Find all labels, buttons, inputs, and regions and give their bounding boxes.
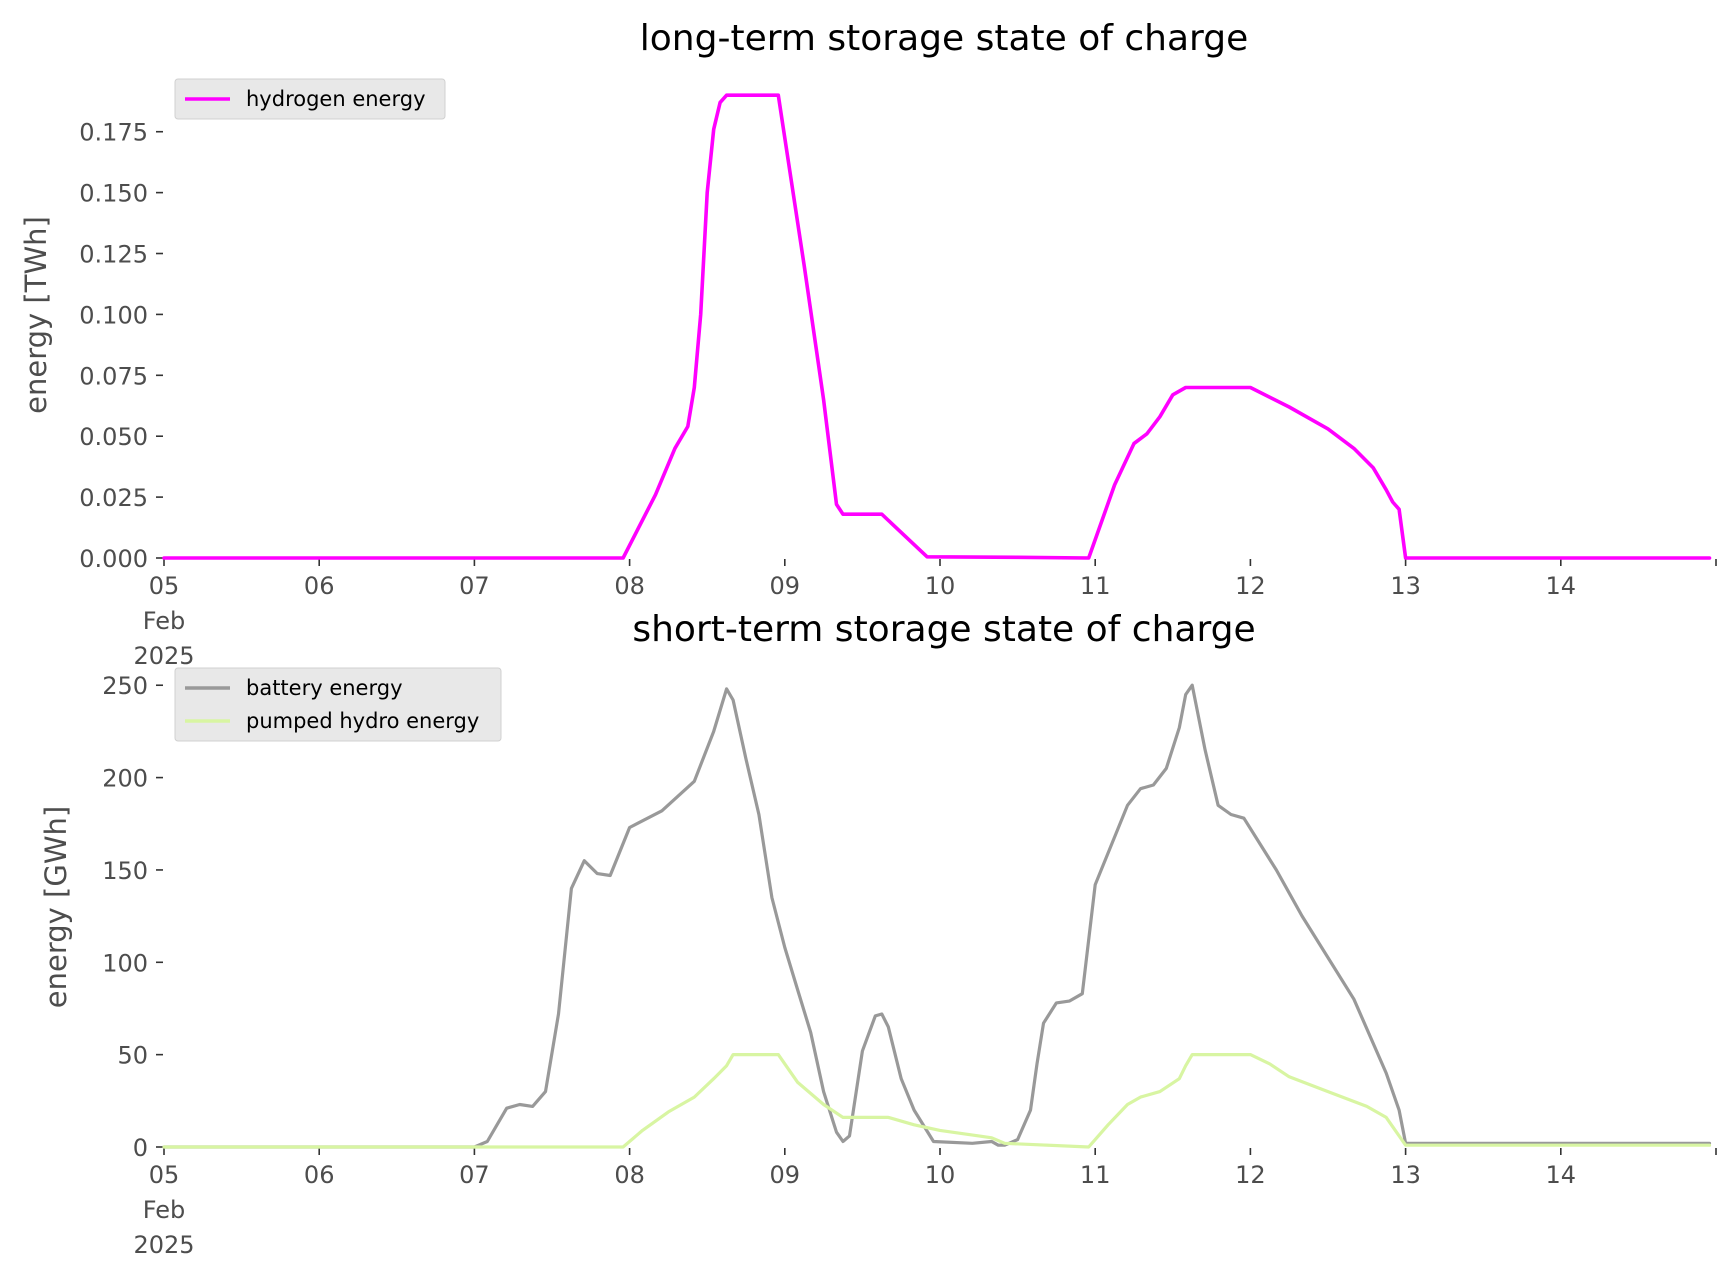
y-tick-label: 0 bbox=[133, 1134, 148, 1162]
y-tick-label: 0.050 bbox=[79, 423, 148, 451]
x-tick-label: 10 bbox=[925, 1161, 956, 1189]
y-axis-label: energy [TWh] bbox=[19, 216, 53, 414]
axes: 0.000 0.025 0.050 0.075 0.100 0.125 0.150 0.175… bbox=[79, 119, 1717, 670]
series-lines bbox=[162, 683, 1712, 1149]
x-tick-label: 09 bbox=[770, 572, 801, 600]
x-tick-label: 12 bbox=[1235, 1161, 1266, 1189]
legend: battery energy pumped hydro energy bbox=[174, 667, 502, 742]
y-tick-label: 0.025 bbox=[79, 484, 148, 512]
x-tick-label: 13 bbox=[1390, 572, 1421, 600]
x-tick-label: 05 bbox=[149, 572, 180, 600]
legend-label: hydrogen energy bbox=[246, 87, 426, 111]
x-tick-label: 05 bbox=[149, 1161, 180, 1189]
y-tick-label: 250 bbox=[102, 672, 148, 700]
x-tick-label: 07 bbox=[459, 1161, 490, 1189]
x-tick-label: 07 bbox=[459, 572, 490, 600]
x-tick-label: 08 bbox=[614, 572, 645, 600]
y-tick-label: 0.125 bbox=[79, 241, 148, 269]
y-axis-label: energy [GWh] bbox=[39, 806, 73, 1008]
legend-box bbox=[174, 78, 446, 120]
x-tick-label: 14 bbox=[1546, 572, 1577, 600]
x-tick-sublabel: 2025 bbox=[133, 642, 194, 670]
chart-long-term-storage: long-term storage state of charge energy… bbox=[19, 18, 1717, 670]
x-tick-label: 11 bbox=[1080, 1161, 1111, 1189]
x-tick-sublabel: Feb bbox=[143, 1196, 186, 1224]
series-line-hydrogen-energy bbox=[162, 93, 1712, 560]
x-tick-label: 08 bbox=[614, 1161, 645, 1189]
y-tick-label: 0.150 bbox=[79, 180, 148, 208]
chart-short-term-storage: short-term storage state of charge energ… bbox=[39, 609, 1717, 1259]
legend-box bbox=[174, 667, 502, 742]
x-tick-label: 13 bbox=[1390, 1161, 1421, 1189]
x-tick-label: 09 bbox=[770, 1161, 801, 1189]
legend-label: pumped hydro energy bbox=[246, 709, 479, 733]
y-tick-label: 0.075 bbox=[79, 362, 148, 390]
x-tick-label: 06 bbox=[304, 1161, 335, 1189]
chart-title: long-term storage state of charge bbox=[640, 18, 1248, 59]
chart-title: short-term storage state of charge bbox=[632, 609, 1255, 650]
y-tick-label: 0.175 bbox=[79, 119, 148, 147]
x-tick-sublabel: Feb bbox=[143, 607, 186, 635]
x-tick-sublabel: 2025 bbox=[133, 1231, 194, 1259]
x-tick-label: 12 bbox=[1235, 572, 1266, 600]
y-tick-label: 0.000 bbox=[79, 545, 148, 573]
series-lines bbox=[162, 93, 1712, 560]
legend-label: battery energy bbox=[246, 676, 403, 700]
y-tick-label: 0.100 bbox=[79, 301, 148, 329]
y-tick-label: 100 bbox=[102, 949, 148, 977]
x-tick-label: 14 bbox=[1546, 1161, 1577, 1189]
legend: hydrogen energy bbox=[174, 78, 446, 120]
y-tick-label: 200 bbox=[102, 765, 148, 793]
y-tick-label: 150 bbox=[102, 857, 148, 885]
series-line-battery-energy bbox=[162, 683, 1712, 1149]
x-tick-label: 06 bbox=[304, 572, 335, 600]
series-line-pumped-hydro-energy bbox=[162, 1052, 1712, 1149]
x-tick-label: 11 bbox=[1080, 572, 1111, 600]
x-tick-label: 10 bbox=[925, 572, 956, 600]
axes: 0 50 100 150 200 250 05 Feb 2025 06 07 08 09 10 11 12 13… bbox=[102, 672, 1717, 1259]
y-tick-label: 50 bbox=[117, 1042, 148, 1070]
